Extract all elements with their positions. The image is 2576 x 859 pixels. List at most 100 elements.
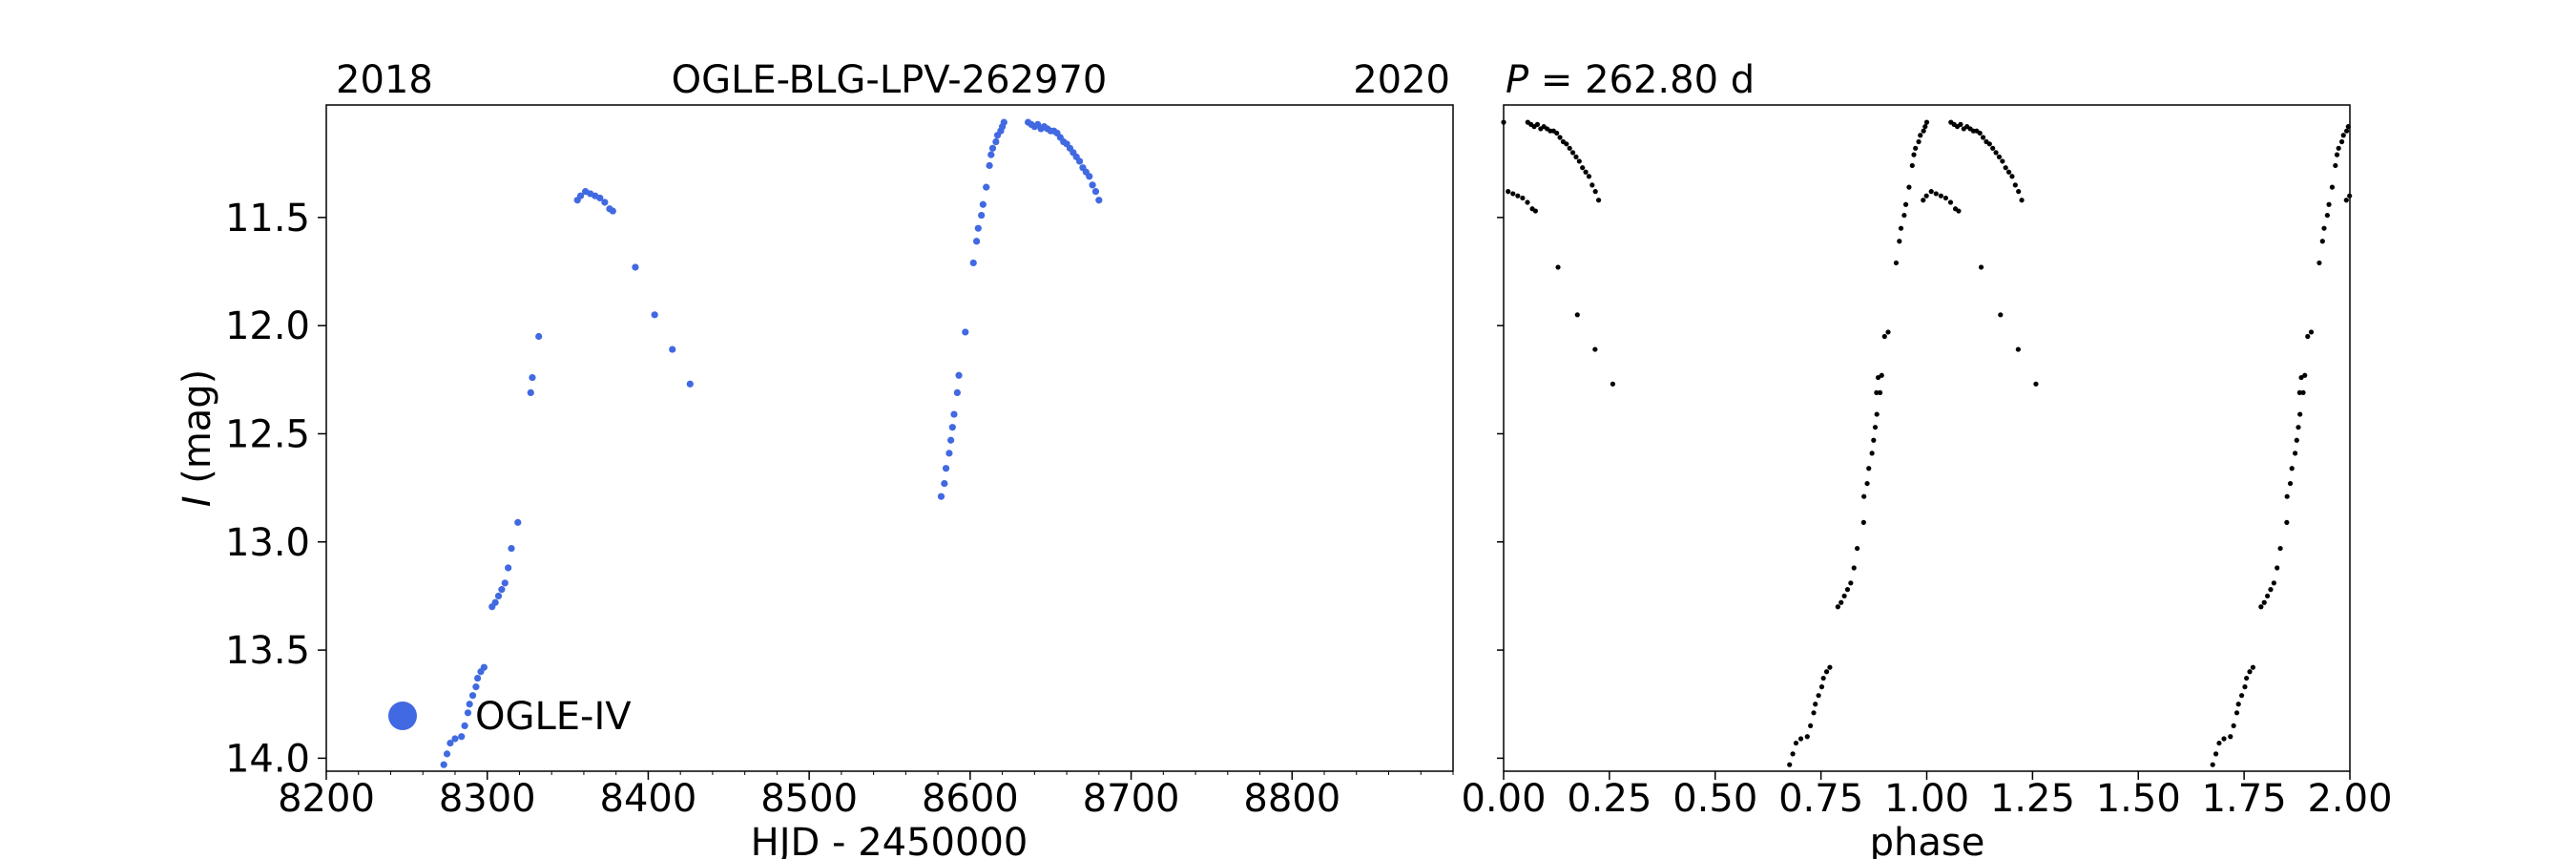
phased-point (2231, 723, 2236, 729)
phased-point (1532, 208, 1539, 214)
ogle-iv-point (992, 137, 1000, 146)
ogle-iv-point (947, 436, 955, 444)
magnitude-y-tick-label: 11.5 (225, 197, 310, 241)
phased-point (1813, 702, 1818, 707)
period-title-symbol: P (1506, 58, 1529, 102)
year-label-left: 2018 (336, 58, 433, 102)
phased-point (1557, 135, 1563, 140)
magnitude-y-axis-label: I (mag) (176, 369, 219, 508)
phased-point (2242, 684, 2248, 690)
ogle-iv-point (440, 761, 447, 768)
magnitude-y-tick-label: 13.0 (225, 521, 310, 565)
ogle-iv-point (986, 161, 993, 170)
phased-point (1555, 264, 1561, 270)
ogle-iv-point (458, 733, 466, 741)
ogle-iv-point (468, 692, 477, 700)
phased-point (1913, 145, 1919, 151)
ogle-iv-point (962, 328, 969, 336)
phased-point (2019, 198, 2025, 203)
phase-x-tick-label: 1.25 (1990, 777, 2075, 821)
phased-point (2228, 734, 2233, 740)
phased-point (1938, 193, 1943, 199)
phased-point (2308, 329, 2315, 335)
phased-point (2347, 193, 2353, 199)
phased-point (1874, 389, 1880, 396)
time-x-tick-label: 8500 (760, 777, 858, 821)
phased-point (2277, 545, 2283, 552)
phased-point (1956, 208, 1962, 214)
phased-point (1844, 587, 1851, 593)
phased-point (1980, 135, 1986, 140)
ogle-iv-point (576, 192, 585, 199)
phased-point (1993, 150, 1999, 156)
phased-point (2333, 162, 2338, 169)
phased-point (1589, 182, 1595, 188)
phased-point (2012, 182, 2018, 188)
magnitude-y-tick-label: 13.5 (225, 629, 310, 673)
phased-point (1506, 189, 1511, 195)
ogle-iv-point (942, 465, 950, 472)
year-label-right: 2020 (1353, 58, 1450, 102)
time-x-tick-label: 8300 (439, 777, 536, 821)
phased-panel: P = 262.80 d 0.00 0.25 0.50 0.75 1.00 1.25 1.5… (1461, 58, 2392, 859)
phase-x-axis-label: phase (1870, 821, 1985, 859)
ogle-iv-point (501, 579, 509, 587)
phased-point (1861, 493, 1867, 499)
phase-x-tick-label: 2.00 (2307, 777, 2392, 821)
phased-point (1958, 121, 1963, 127)
phased-point (2264, 593, 2271, 599)
phased-data-points (1501, 119, 2353, 767)
ogle-iv-point (451, 735, 459, 743)
ogle-iv-point (1089, 181, 1096, 189)
phased-point (2005, 169, 2012, 175)
ogle-iv-point (686, 380, 694, 388)
phased-point (1564, 141, 1569, 147)
phased-point (1501, 119, 1506, 125)
phased-point (1595, 198, 1602, 203)
ogle-iv-point (609, 207, 616, 215)
phased-point (1610, 381, 1616, 387)
ogle-iv-point (983, 183, 990, 191)
phased-point (1909, 162, 1915, 169)
time-x-tick-label: 8700 (1083, 777, 1180, 821)
phased-point (1922, 124, 1928, 130)
phased-point (1820, 675, 1826, 681)
phased-point (2338, 138, 2345, 145)
ogle-iv-point (955, 371, 963, 379)
ogle-iv-point (498, 586, 506, 594)
phased-point (1885, 329, 1891, 335)
ogle-iv-point (461, 722, 468, 730)
ogle-iv-point (508, 544, 515, 553)
phased-point (2284, 493, 2290, 499)
phased-point (2016, 189, 2022, 195)
phase-x-tick-label: 1.75 (2202, 777, 2287, 821)
phased-point (2324, 212, 2330, 219)
phased-point (1898, 225, 1904, 231)
phased-point (1978, 264, 1984, 270)
phased-point (1901, 212, 1907, 219)
phased-point (1580, 165, 1586, 171)
phased-point (2216, 740, 2222, 746)
phased-point (1808, 723, 1814, 729)
phased-point (1510, 191, 1516, 197)
ogle-iv-point (669, 346, 676, 353)
phased-point (2268, 587, 2274, 593)
phased-point (1574, 312, 1580, 318)
magnitude-y-axis-label-symbol: I (176, 496, 219, 508)
magnitude-y-axis-ticks: 11.5 12.0 12.5 13.0 13.5 14.0 (225, 197, 326, 781)
phased-point (1942, 195, 1949, 201)
magnitude-y-tick-label: 12.5 (225, 412, 310, 456)
phase-x-tick-label: 0.75 (1778, 777, 1863, 821)
phased-point (1872, 425, 1879, 430)
phased-point (2235, 702, 2241, 707)
ogle-iv-point (491, 598, 499, 606)
phased-point (2000, 158, 2005, 164)
phase-x-tick-label: 0.50 (1672, 777, 1757, 821)
phased-y-axis-ticks (1497, 217, 1504, 760)
phased-point (1911, 152, 1917, 157)
time-series-panel: 2018 OGLE-BLG-LPV-262970 2020 8200 8300 84… (176, 58, 1454, 859)
phased-point (2212, 751, 2219, 757)
phased-point (1592, 346, 1598, 352)
phase-x-tick-label: 1.50 (2096, 777, 2181, 821)
phased-point (2003, 165, 2008, 171)
